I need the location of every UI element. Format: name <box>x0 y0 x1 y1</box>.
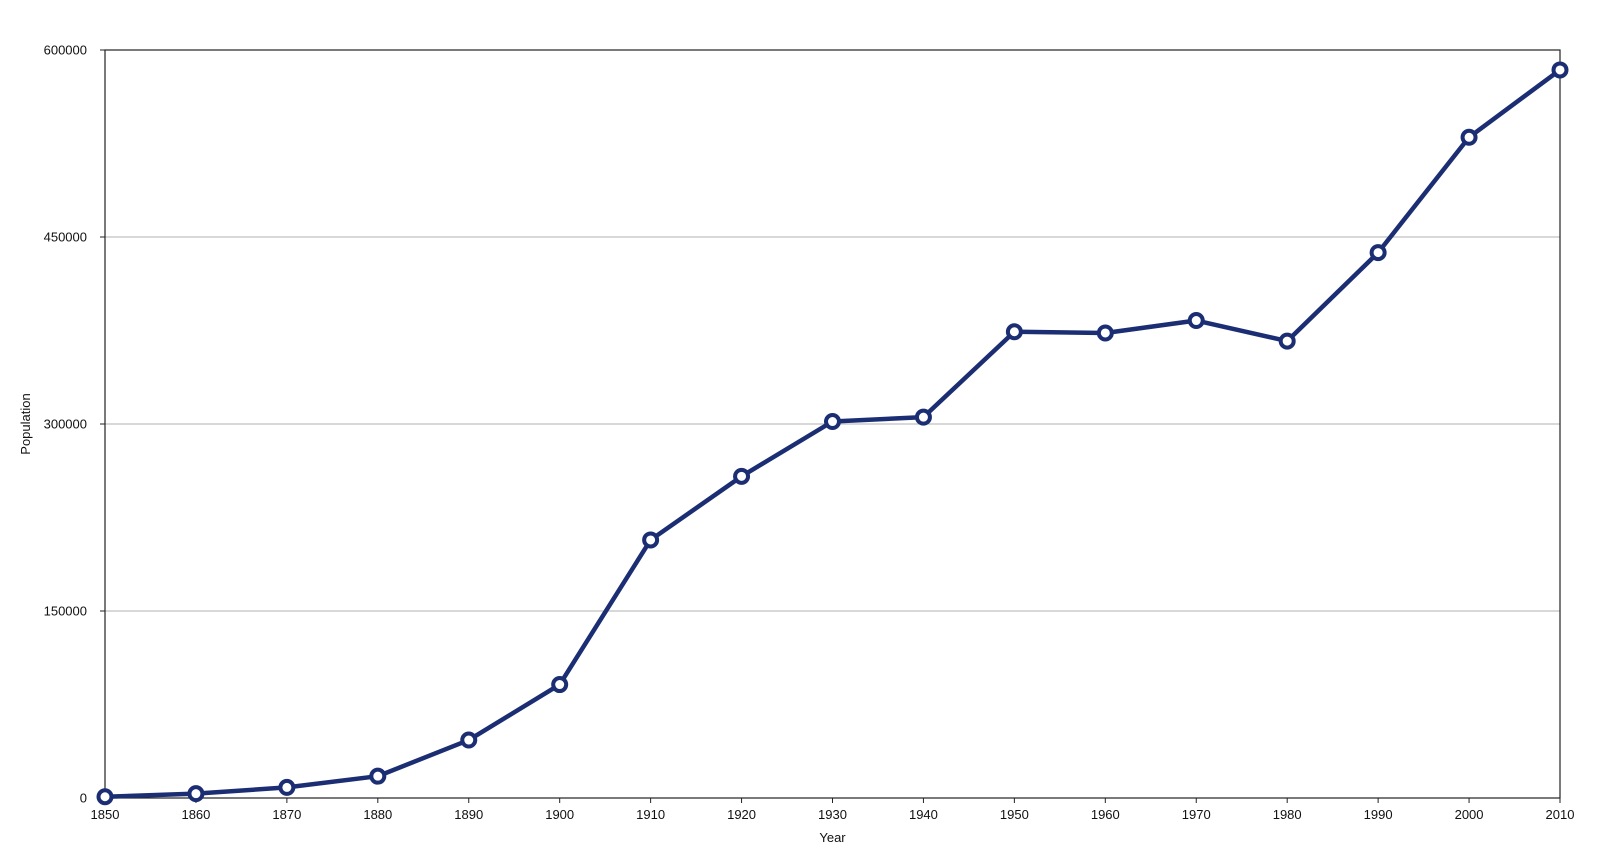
data-point <box>369 767 387 785</box>
y-tick-label: 300000 <box>44 417 87 432</box>
x-tick-label: 1920 <box>727 807 756 822</box>
x-axis-title: Year <box>819 830 846 845</box>
data-point <box>187 785 205 803</box>
data-point <box>1187 312 1205 330</box>
x-tick-label: 1960 <box>1091 807 1120 822</box>
x-tick-label: 1990 <box>1364 807 1393 822</box>
x-tick-label: 1900 <box>545 807 574 822</box>
data-point <box>278 778 296 796</box>
x-tick-label: 1980 <box>1273 807 1302 822</box>
data-points <box>96 61 1569 806</box>
data-point <box>1096 324 1114 342</box>
x-tick-label: 2010 <box>1546 807 1575 822</box>
data-point <box>1460 128 1478 146</box>
y-tick-label: 450000 <box>44 230 87 245</box>
x-tick-label: 1860 <box>181 807 210 822</box>
data-point <box>1551 61 1569 79</box>
data-point <box>733 467 751 485</box>
x-tick-label: 1970 <box>1182 807 1211 822</box>
y-tick-label: 0 <box>80 791 87 806</box>
data-point <box>642 531 660 549</box>
data-point <box>1369 244 1387 262</box>
x-tick-label: 2000 <box>1455 807 1484 822</box>
data-point <box>96 788 114 806</box>
x-tick-label: 1910 <box>636 807 665 822</box>
data-point <box>460 731 478 749</box>
y-tick-label: 150000 <box>44 604 87 619</box>
y-axis-title: Population <box>18 393 33 454</box>
y-axis-ticks: 0 150000 300000 450000 600000 <box>44 43 105 806</box>
x-tick-label: 1870 <box>272 807 301 822</box>
x-tick-label: 1850 <box>91 807 120 822</box>
x-axis-ticks: 1850 1860 1870 1880 1890 1900 1910 1920 1930 1940… <box>91 798 1575 822</box>
data-point <box>914 408 932 426</box>
data-point <box>551 676 569 694</box>
x-tick-label: 1940 <box>909 807 938 822</box>
data-point <box>1278 332 1296 350</box>
x-tick-label: 1950 <box>1000 807 1029 822</box>
data-point <box>824 413 841 431</box>
y-tick-label: 600000 <box>44 43 87 58</box>
x-tick-label: 1890 <box>454 807 483 822</box>
series-line <box>102 67 1563 800</box>
x-tick-label: 1880 <box>363 807 392 822</box>
data-point <box>1005 323 1023 341</box>
x-tick-label: 1930 <box>818 807 847 822</box>
